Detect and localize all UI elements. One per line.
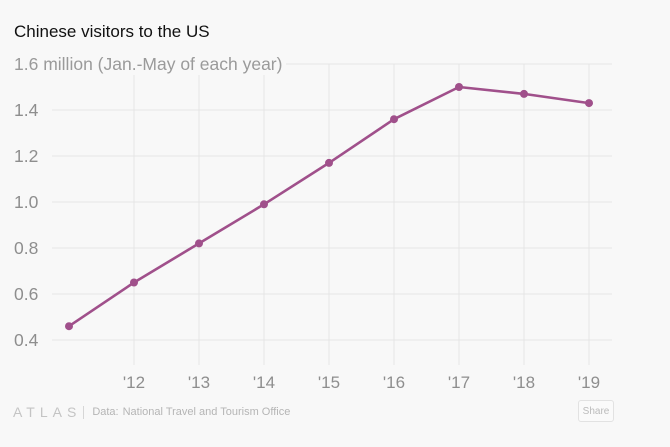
data-point xyxy=(130,278,138,287)
data-point xyxy=(390,115,398,124)
data-point xyxy=(260,200,268,209)
y-top-tick-label: 1.6 xyxy=(14,54,39,74)
y-tick-label: 0.4 xyxy=(14,330,39,350)
footer: ATLAS Data: National Travel and Tourism … xyxy=(13,404,290,420)
y-tick-label: 1.2 xyxy=(14,146,38,166)
x-tick-label: '16 xyxy=(383,373,405,392)
y-tick-label: 0.6 xyxy=(14,284,38,304)
x-tick-label: '17 xyxy=(448,373,470,392)
x-tick-labels: '12 '13 '14 '15 '16 '17 '18 '19 xyxy=(123,373,600,392)
y-tick-label: 1.4 xyxy=(14,100,39,120)
data-point xyxy=(195,239,203,248)
y-tick-labels: 1.4 1.2 1.0 0.8 0.6 0.4 xyxy=(14,100,39,350)
data-point xyxy=(520,89,528,98)
subtitle-text: million (Jan.-May of each year) xyxy=(43,54,283,74)
chart-title: Chinese visitors to the US xyxy=(14,22,210,41)
x-gridlines xyxy=(133,64,590,365)
y-tick-label: 0.8 xyxy=(14,238,38,258)
atlas-logo[interactable]: ATLAS xyxy=(13,404,82,420)
x-tick-label: '15 xyxy=(318,373,340,392)
data-point xyxy=(585,99,593,108)
data-source: National Travel and Tourism Office xyxy=(122,406,291,418)
data-point xyxy=(65,322,73,331)
x-tick-label: '18 xyxy=(513,373,535,392)
data-points xyxy=(65,83,593,331)
data-point xyxy=(325,158,333,167)
chart-subtitle: 1.6 million (Jan.-May of each year) xyxy=(14,54,287,75)
y-gridlines xyxy=(52,63,612,341)
footer-divider xyxy=(83,405,85,419)
x-tick-label: '12 xyxy=(123,373,145,392)
x-tick-label: '14 xyxy=(253,373,275,392)
y-tick-label: 1.0 xyxy=(14,192,39,212)
share-button[interactable]: Share xyxy=(578,400,614,422)
data-label: Data: xyxy=(92,406,119,418)
data-point xyxy=(455,83,463,91)
x-tick-label: '19 xyxy=(578,373,600,392)
x-tick-label: '13 xyxy=(188,373,210,392)
